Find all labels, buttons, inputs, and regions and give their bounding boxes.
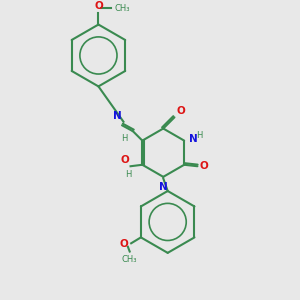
Text: O: O [199,161,208,171]
Text: O: O [94,1,103,11]
Text: H: H [125,170,131,179]
Text: O: O [119,238,128,249]
Text: N: N [113,111,122,121]
Text: H: H [121,134,127,142]
Text: H: H [196,131,203,140]
Text: CH₃: CH₃ [122,255,137,264]
Text: O: O [120,155,129,165]
Text: CH₃: CH₃ [115,4,130,13]
Text: N: N [160,182,168,192]
Text: N: N [190,134,198,144]
Text: O: O [176,106,185,116]
